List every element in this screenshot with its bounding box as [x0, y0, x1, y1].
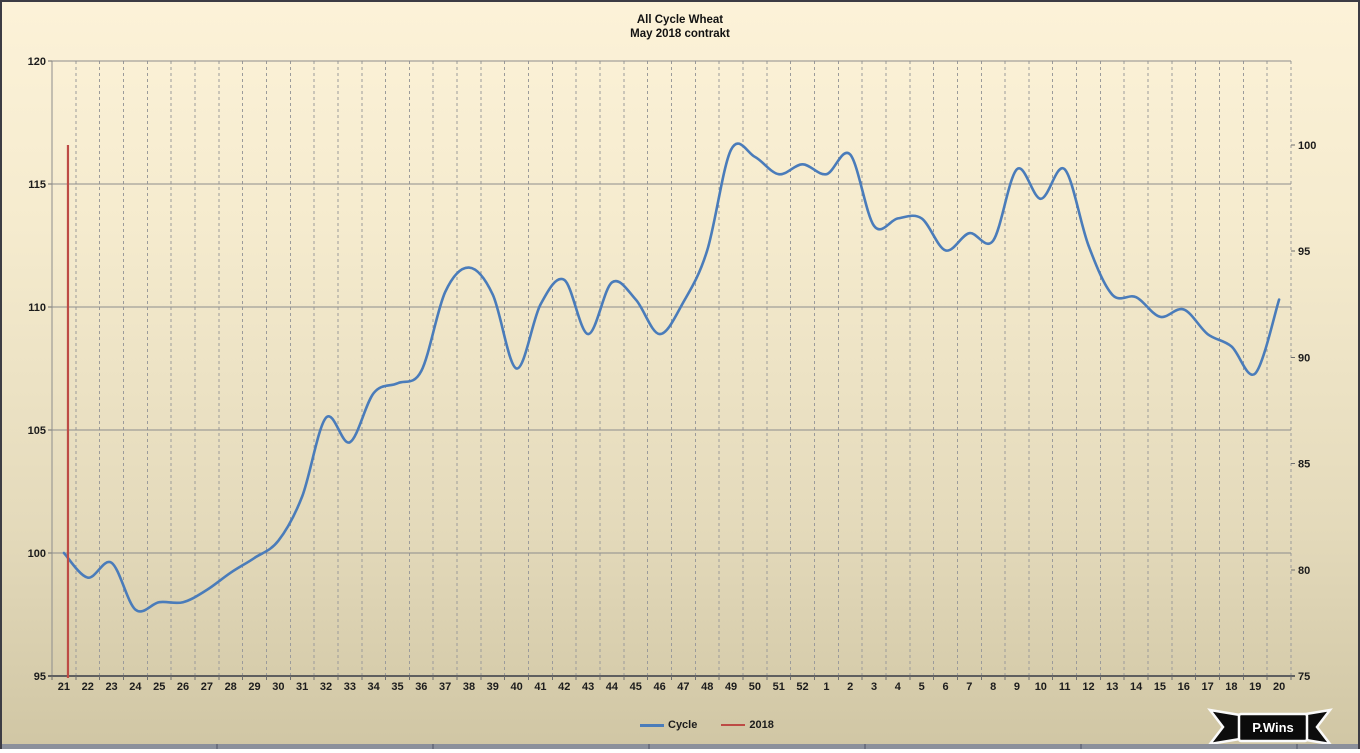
x-axis-label: 34 [368, 681, 381, 693]
window-bottom-strip [2, 744, 1358, 749]
left-axis-label: 105 [28, 425, 46, 437]
x-axis-label: 1 [823, 681, 829, 693]
x-axis-label: 37 [439, 681, 451, 693]
legend-item-cycle[interactable]: Cycle [640, 719, 697, 731]
logo-text: P.Wins [1252, 720, 1294, 735]
x-axis-label: 27 [201, 681, 213, 693]
x-axis-label: 50 [749, 681, 761, 693]
legend-item-2018[interactable]: 2018 [721, 719, 773, 731]
x-axis-label: 12 [1082, 681, 1094, 693]
x-axis-label: 8 [990, 681, 996, 693]
x-axis-label: 52 [796, 681, 808, 693]
right-axis-label: 80 [1298, 565, 1310, 577]
x-axis-label: 5 [919, 681, 925, 693]
x-axis-label: 25 [153, 681, 165, 693]
right-axis-label: 90 [1298, 352, 1310, 364]
x-axis-label: 28 [225, 681, 237, 693]
x-axis-label: 21 [58, 681, 70, 693]
left-axis-label: 100 [28, 548, 46, 560]
left-axis-label: 95 [34, 671, 46, 683]
x-axis-label: 42 [558, 681, 570, 693]
right-axis-label: 75 [1298, 671, 1310, 683]
x-axis-label: 48 [701, 681, 713, 693]
x-axis-label: 6 [942, 681, 948, 693]
x-axis-label: 26 [177, 681, 189, 693]
x-axis-label: 36 [415, 681, 427, 693]
legend-label-2018: 2018 [749, 719, 773, 731]
x-axis-label: 20 [1273, 681, 1285, 693]
x-axis-label: 30 [272, 681, 284, 693]
x-axis-label: 15 [1154, 681, 1166, 693]
right-axis-label: 100 [1298, 140, 1316, 152]
legend-label-cycle: Cycle [668, 719, 697, 731]
x-axis-label: 43 [582, 681, 594, 693]
pwins-logo: P.Wins [1204, 706, 1336, 748]
x-axis-label: 2 [847, 681, 853, 693]
chart-title-line2: May 2018 contrakt [2, 27, 1358, 41]
x-axis-label: 47 [677, 681, 689, 693]
right-axis-label: 95 [1298, 246, 1310, 258]
left-axis-label: 120 [28, 56, 46, 68]
legend-swatch-2018 [721, 724, 745, 727]
ribbon-icon: P.Wins [1204, 706, 1336, 748]
x-axis-label: 7 [966, 681, 972, 693]
x-axis-label: 10 [1035, 681, 1047, 693]
x-axis-label: 38 [463, 681, 475, 693]
x-axis-label: 16 [1178, 681, 1190, 693]
x-axis-label: 33 [344, 681, 356, 693]
x-axis-label: 13 [1106, 681, 1118, 693]
x-axis-label: 51 [773, 681, 785, 693]
x-axis-label: 29 [248, 681, 260, 693]
x-axis-label: 24 [129, 681, 142, 693]
x-axis-label: 35 [391, 681, 403, 693]
x-axis-label: 49 [725, 681, 737, 693]
x-axis-label: 17 [1201, 681, 1213, 693]
x-axis-label: 22 [82, 681, 94, 693]
left-axis-label: 115 [28, 179, 46, 191]
x-axis-label: 4 [895, 681, 902, 693]
x-axis-label: 18 [1225, 681, 1237, 693]
x-axis-label: 9 [1014, 681, 1020, 693]
x-axis-label: 46 [653, 681, 665, 693]
x-axis-label: 14 [1130, 681, 1143, 693]
chart-title-line1: All Cycle Wheat [2, 13, 1358, 27]
legend-swatch-cycle [640, 724, 664, 727]
legend: Cycle 2018 [640, 719, 774, 731]
x-axis-label: 3 [871, 681, 877, 693]
x-axis-label: 32 [320, 681, 332, 693]
x-axis-label: 45 [630, 681, 642, 693]
x-axis-label: 31 [296, 681, 308, 693]
x-axis-label: 11 [1059, 681, 1071, 693]
x-axis-label: 39 [487, 681, 499, 693]
x-axis-label: 40 [511, 681, 523, 693]
x-axis-label: 44 [606, 681, 619, 693]
right-axis-label: 85 [1298, 459, 1310, 471]
x-axis-label: 23 [105, 681, 117, 693]
chart-title: All Cycle Wheat May 2018 contrakt [2, 13, 1358, 41]
x-axis-label: 19 [1249, 681, 1261, 693]
x-axis-label: 41 [534, 681, 546, 693]
left-axis-label: 110 [28, 302, 46, 314]
